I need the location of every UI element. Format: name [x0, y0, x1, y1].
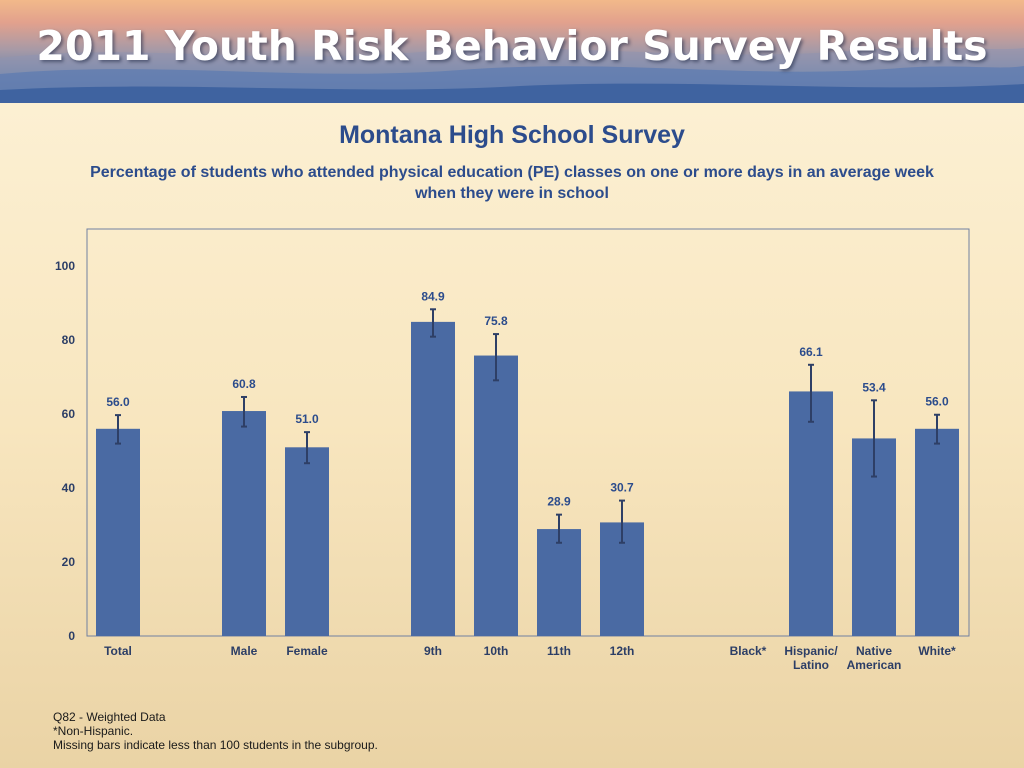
x-tick-label: Male — [231, 644, 258, 658]
bar — [222, 411, 266, 636]
y-tick-label: 0 — [68, 629, 75, 643]
bar-chart: 0 20 40 60 80 100 56.0 60.8 51.0 84.9 75.8 28.9 30.… — [55, 228, 970, 672]
x-tick-label: 10th — [484, 644, 509, 658]
bar — [915, 428, 959, 636]
data-label: 30.7 — [610, 481, 634, 495]
y-tick-label: 40 — [62, 481, 76, 495]
x-tick-label: Black* — [730, 644, 767, 658]
x-tick-label: Hispanic/ — [784, 644, 838, 658]
data-label: 56.0 — [106, 395, 130, 409]
y-tick-label: 20 — [62, 555, 76, 569]
y-tick-label: 60 — [62, 407, 76, 421]
data-label: 84.9 — [421, 289, 445, 303]
y-tick-label: 100 — [55, 259, 75, 273]
banner-title: 2011 Youth Risk Behavior Survey Results — [36, 22, 988, 70]
footnote-missing-bars: Missing bars indicate less than 100 stud… — [53, 738, 378, 752]
data-label: 53.4 — [862, 380, 886, 394]
bar — [411, 321, 455, 636]
x-tick-label: Total — [104, 644, 132, 658]
banner-mountains — [0, 47, 1024, 103]
x-tick-label: 11th — [547, 644, 571, 658]
bar — [537, 529, 581, 636]
x-tick-label: Latino — [793, 658, 829, 672]
data-label: 66.1 — [799, 345, 823, 359]
data-label: 60.8 — [232, 377, 256, 391]
bar — [285, 447, 329, 636]
bar — [96, 428, 140, 636]
bar — [474, 355, 518, 636]
bar — [789, 391, 833, 636]
chart-subtitle: Percentage of students who attended phys… — [90, 164, 934, 202]
x-tick-label: White* — [918, 644, 956, 658]
x-tick-label: 12th — [610, 644, 635, 658]
y-axis: 0 20 40 60 80 100 — [55, 259, 75, 643]
x-tick-label: 9th — [424, 644, 442, 658]
x-tick-label: Native — [856, 644, 892, 658]
x-axis: Total Male Female 9th 10th 11th 12th Black* Hisp… — [104, 644, 956, 672]
data-label: 28.9 — [547, 495, 571, 509]
footnote-weighted-data: Q82 - Weighted Data — [53, 710, 166, 724]
header-banner: 2011 Youth Risk Behavior Survey Results — [0, 0, 1024, 103]
bar-series: 56.0 60.8 51.0 84.9 75.8 28.9 30.7 66.1 53.4 56.0 — [96, 289, 959, 636]
x-tick-label: American — [847, 658, 902, 672]
footnotes: Q82 - Weighted Data *Non-Hispanic. Missi… — [53, 710, 378, 752]
data-label: 56.0 — [925, 395, 949, 409]
data-label: 75.8 — [484, 314, 508, 328]
x-tick-label: Female — [286, 644, 328, 658]
footnote-non-hispanic: *Non-Hispanic. — [53, 724, 134, 738]
chart-title: Montana High School Survey — [339, 121, 685, 149]
y-tick-label: 80 — [62, 333, 76, 347]
plot-area — [86, 228, 970, 637]
data-label: 51.0 — [295, 412, 319, 426]
